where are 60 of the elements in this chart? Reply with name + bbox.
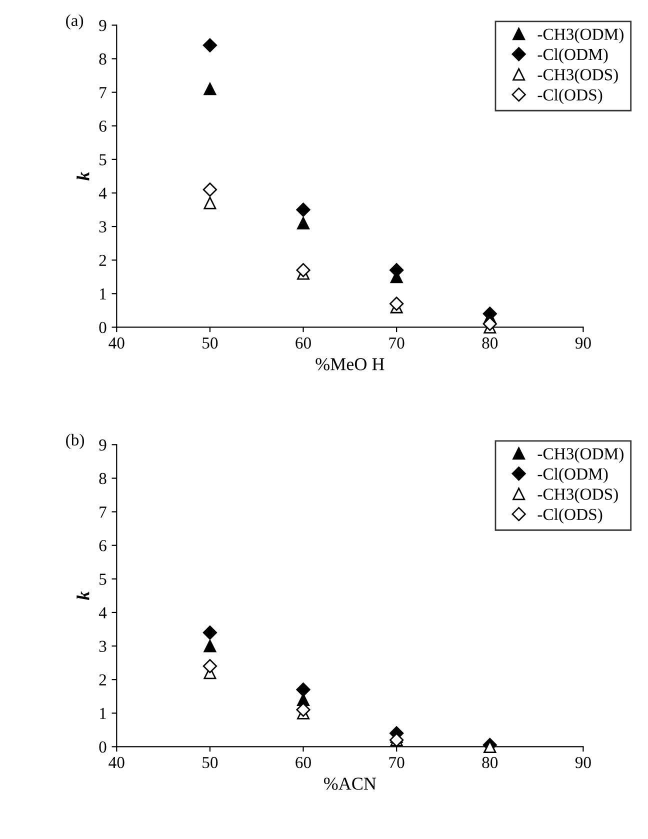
y-tick-label: 6	[99, 120, 106, 132]
y-tick-label: 0	[99, 322, 106, 334]
y-tick-label: 1	[100, 288, 106, 300]
y-tick-label: 2	[99, 254, 106, 266]
point	[296, 263, 310, 278]
y-tick-label: 9	[99, 439, 106, 451]
y-tick-label: 3	[99, 221, 106, 232]
point	[202, 38, 218, 52]
chart-title: (a)	[66, 14, 84, 30]
y-axis-title: k	[76, 172, 90, 180]
y-axis-title: k	[76, 591, 90, 600]
legend-label: -CH3(ODM)	[538, 448, 624, 463]
x-tick-label: 60	[296, 337, 311, 349]
y-tick-label: 2	[99, 674, 106, 686]
chart-title: (b)	[66, 434, 84, 449]
point	[204, 82, 216, 96]
point	[204, 640, 216, 652]
x-axis-title: %ACN	[324, 778, 376, 790]
legend-label: -CH3(ODS)	[538, 488, 618, 504]
x-tick-label: 50	[202, 756, 218, 768]
x-tick-label: 40	[108, 337, 124, 349]
x-tick-label: 60	[296, 756, 311, 768]
y-tick-label: 6	[99, 540, 106, 552]
point	[202, 659, 218, 674]
y-tick-label: 8	[99, 472, 106, 484]
y-tick-label: 1	[100, 708, 106, 719]
y-tick-label: 9	[99, 20, 106, 32]
x-tick-label: 40	[108, 756, 124, 768]
y-tick-label: 4	[98, 188, 107, 199]
point	[202, 626, 218, 640]
y-tick-label: 4	[98, 607, 107, 618]
y-tick-label: 7	[100, 506, 106, 518]
point	[296, 682, 310, 697]
x-tick-label: 80	[482, 337, 498, 349]
x-axis-title: %MeO H	[316, 358, 384, 370]
y-tick-label: 5	[100, 574, 106, 585]
x-tick-label: 90	[575, 756, 591, 768]
y-tick-label: 0	[99, 741, 106, 753]
x-tick-label: 70	[389, 337, 404, 349]
legend-label: -Cl(ODM)	[538, 468, 608, 484]
legend-label: -CH3(ODS)	[538, 68, 618, 84]
y-tick-label: 8	[99, 53, 106, 65]
legend-label: -Cl(ODS)	[538, 88, 602, 104]
point	[296, 202, 310, 217]
legend-label: -CH3(ODM)	[538, 28, 624, 44]
y-tick-label: 7	[100, 87, 106, 98]
x-tick-label: 50	[202, 337, 218, 349]
point	[390, 296, 404, 311]
x-tick-label: 80	[482, 756, 498, 768]
point	[202, 182, 218, 197]
x-tick-label: 90	[575, 337, 591, 349]
point	[204, 196, 216, 210]
y-tick-label: 5	[100, 154, 106, 166]
y-tick-label: 3	[99, 640, 106, 652]
x-tick-label: 70	[389, 756, 404, 768]
legend-label: -Cl(ODM)	[538, 48, 608, 64]
point	[296, 702, 310, 717]
legend-label: -Cl(ODS)	[538, 508, 602, 524]
point	[482, 316, 497, 331]
point	[297, 216, 310, 230]
